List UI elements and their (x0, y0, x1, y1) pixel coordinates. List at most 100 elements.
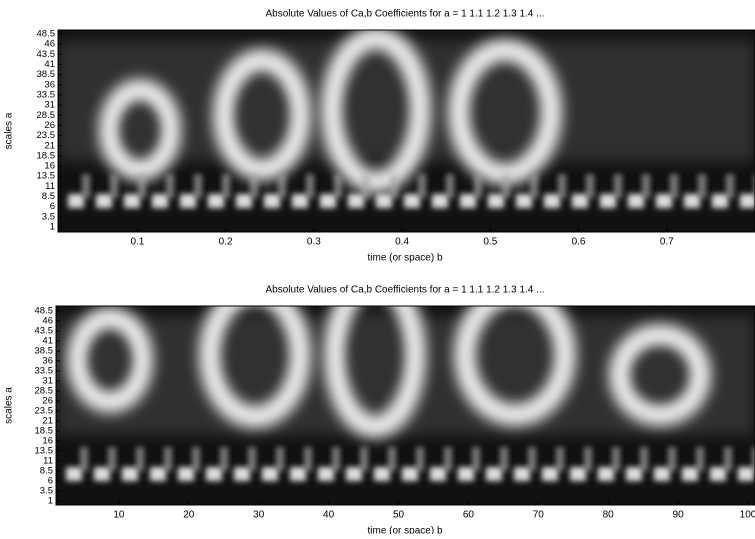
y-tick-label: 1 (50, 222, 55, 233)
y-tick-label: 8.5 (42, 191, 55, 202)
plot-frame (55, 305, 755, 506)
scalogram-blob (152, 194, 168, 208)
scalogram-band (250, 174, 258, 198)
scalogram-blob (516, 194, 532, 208)
y-axis-label: scales a (4, 387, 15, 424)
x-tick-label: 70 (533, 510, 545, 521)
scalogram-blob (262, 467, 278, 481)
scalogram-core (92, 336, 128, 384)
scalogram-band (136, 447, 144, 471)
scalogram-band (388, 447, 396, 471)
scalogram-band (360, 447, 368, 471)
y-tick-label: 46 (44, 39, 55, 50)
y-tick-label: 43.5 (37, 49, 56, 60)
y-tick-label: 16 (44, 161, 55, 172)
y-tick-label: 18.5 (37, 150, 56, 161)
scalogram-blob (180, 194, 196, 208)
y-tick-label: 48.5 (35, 306, 54, 317)
y-tick-label: 1 (48, 496, 53, 507)
y-tick-label: 21 (44, 140, 55, 151)
y-tick-label: 46 (42, 316, 53, 327)
scalogram-blob (404, 194, 420, 208)
y-tick-label: 33.5 (37, 89, 56, 100)
scalogram-band (416, 447, 424, 471)
y-tick-label: 8.5 (40, 466, 53, 477)
scalogram-band (586, 174, 594, 198)
scalogram-blob (66, 467, 82, 481)
scalogram-band (670, 174, 678, 198)
y-tick-label: 31 (42, 376, 53, 387)
y-tick-label: 21 (42, 416, 53, 427)
y-tick-label: 41 (44, 59, 55, 70)
scalogram-band (752, 447, 755, 471)
scalogram-band (222, 174, 230, 198)
scalogram-ring (324, 306, 426, 438)
y-tick-label: 36 (42, 356, 53, 367)
scalogram-band (530, 174, 538, 198)
y-tick-label: 18.5 (35, 426, 54, 437)
scalogram-blob (684, 194, 700, 208)
scalogram-blob (206, 467, 222, 481)
y-tick-label: 3.5 (42, 211, 55, 222)
x-tick-label: 40 (323, 510, 335, 521)
scalogram-ring (199, 306, 311, 428)
scalogram-band (696, 447, 704, 471)
scalogram-blob (234, 467, 250, 481)
scalogram-band (668, 447, 676, 471)
y-tick-label: 26 (42, 396, 53, 407)
scalogram-blob (542, 467, 558, 481)
scalogram-band (444, 447, 452, 471)
scalogram-band (334, 174, 342, 198)
scalogram-core (351, 70, 401, 150)
y-tick-label: 48.5 (37, 29, 56, 40)
scalogram-blob (96, 194, 112, 208)
x-tick-label: 80 (603, 510, 615, 521)
scalogram-blob (682, 467, 698, 481)
scalogram-band (418, 174, 426, 198)
scalogram-blob (488, 194, 504, 208)
y-axis-label: scales a (4, 112, 15, 149)
scalogram-blob (460, 194, 476, 208)
heatmap-image (56, 306, 755, 505)
scalogram-blob (290, 467, 306, 481)
y-tick-label: 38.5 (35, 346, 54, 357)
y-tick-label: 16 (42, 436, 53, 447)
scalogram-band (220, 447, 228, 471)
scalogram-band (724, 447, 732, 471)
x-tick-label: 50 (393, 510, 405, 521)
scalogram-ring (454, 306, 576, 426)
scalogram-blob (458, 467, 474, 481)
y-tick-label: 13.5 (35, 446, 54, 457)
scalogram-band (528, 447, 536, 471)
scalogram-band (474, 174, 482, 198)
scalogram-blob (656, 194, 672, 208)
y-tick-label: 38.5 (37, 69, 56, 80)
scalogram-band (192, 447, 200, 471)
scalogram-core (241, 84, 283, 146)
y-tick-label: 11 (45, 181, 55, 192)
x-tick-label: 0.3 (307, 237, 321, 248)
scalogram-band (248, 447, 256, 471)
scalogram-blob (292, 194, 308, 208)
scalogram-band (332, 447, 340, 471)
scalogram-band (726, 174, 734, 198)
y-tick-label: 23.5 (35, 406, 54, 417)
y-tick-label: 36 (44, 79, 55, 90)
scalogram-core (353, 315, 397, 395)
scalogram-blob (570, 467, 586, 481)
scalogram-band (304, 447, 312, 471)
scalogram-blob (150, 467, 166, 481)
x-tick-label: 20 (183, 510, 195, 521)
scalogram-blob (208, 194, 224, 208)
scalogram-blob (628, 194, 644, 208)
x-tick-label: 100 (740, 510, 755, 521)
scalogram-blob (626, 467, 642, 481)
scalogram-core (479, 77, 531, 147)
y-tick-label: 11 (43, 456, 53, 467)
scalogram-blob (544, 194, 560, 208)
scalogram-blob (318, 467, 334, 481)
scalogram-band (612, 447, 620, 471)
scalogram-band (138, 174, 146, 198)
scalogram-blob (710, 467, 726, 481)
